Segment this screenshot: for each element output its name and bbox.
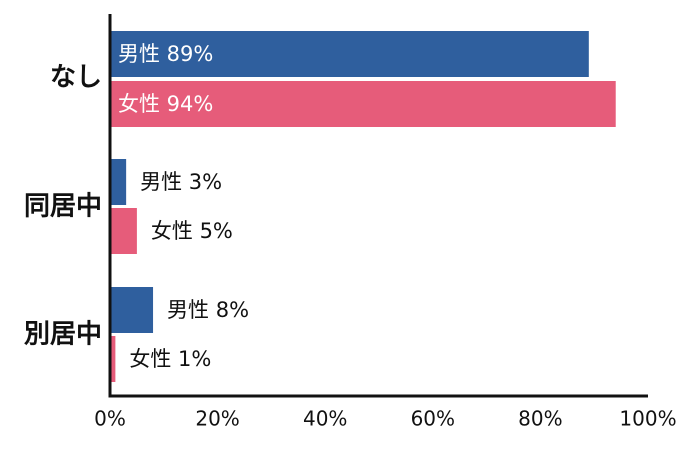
data-labels-layer: 男性 89% 女性 94% 男性 3% 女性 5% 男性 8% 女性 1% — [118, 42, 249, 371]
bar-male — [110, 31, 589, 77]
x-tick-label: 40% — [303, 407, 347, 431]
bars-layer — [110, 31, 616, 382]
category-label: 同居中 — [24, 192, 102, 222]
data-label: 男性 3% — [140, 170, 222, 194]
x-tick-label: 0% — [94, 407, 126, 431]
bar-male — [110, 159, 127, 205]
x-tick-label: 20% — [195, 407, 239, 431]
category-label: なし — [50, 63, 102, 93]
x-tick-label: 80% — [518, 407, 562, 431]
category-label: 別居中 — [24, 320, 102, 350]
data-label: 男性 89% — [118, 42, 213, 66]
data-label: 女性 5% — [151, 219, 233, 243]
x-tick-label: 60% — [411, 407, 455, 431]
data-label: 女性 1% — [129, 347, 211, 371]
data-label: 女性 94% — [118, 92, 213, 116]
x-tick-labels-layer: 0% 20% 40% 60% 80% 100% — [94, 407, 676, 431]
data-label: 男性 8% — [167, 298, 249, 322]
bar-female — [110, 336, 116, 382]
bar-female — [110, 81, 616, 127]
x-tick-label: 100% — [619, 407, 676, 431]
bar-male — [110, 287, 154, 333]
bar-female — [110, 208, 137, 254]
